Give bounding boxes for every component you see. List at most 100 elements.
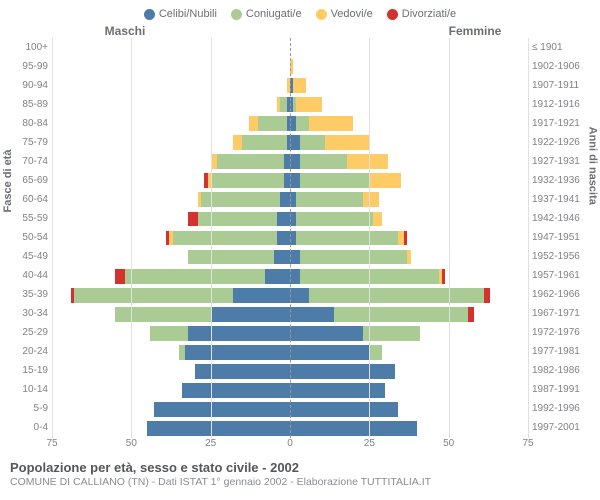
seg-coniugati [150,326,188,341]
seg-vedovi [309,116,353,131]
x-tick: 75 [522,438,533,449]
age-label: 45-49 [10,248,52,267]
female-bar [290,248,528,267]
legend-item: Vedovi/e [316,8,373,20]
seg-vedovi [363,192,379,207]
female-bar [290,381,528,400]
female-bar [290,324,528,343]
seg-celibi [290,135,300,150]
population-pyramid-chart: Celibi/Nubili Coniugati/e Vedovi/e Divorzia… [0,0,600,500]
seg-celibi [290,402,398,417]
y-axis-right-title: Anni di nascita [586,127,598,205]
x-tick: 75 [46,438,57,449]
seg-celibi [182,383,290,398]
birth-label: 1917-1921 [528,114,590,133]
birth-label: 1977-1981 [528,343,590,362]
male-bar [52,324,290,343]
age-label: 65-69 [10,171,52,190]
legend-swatch [231,9,242,20]
birth-label: 1902-1906 [528,57,590,76]
seg-celibi [274,250,290,265]
birth-label: 1912-1916 [528,95,590,114]
male-bar [52,209,290,228]
female-bar [290,305,528,324]
seg-vedovi [325,135,369,150]
age-label: 95-99 [10,57,52,76]
male-bar [52,400,290,419]
legend: Celibi/Nubili Coniugati/e Vedovi/e Divorzia… [10,8,590,20]
female-bar [290,133,528,152]
seg-coniugati [300,173,370,188]
x-tick: 25 [205,438,216,449]
male-bar [52,419,290,438]
seg-coniugati [201,192,280,207]
legend-item: Celibi/Nubili [144,8,217,20]
seg-coniugati [188,250,274,265]
header-male: Maschi [10,24,300,38]
y-axis-left-title: Fasce di età [2,150,14,213]
age-label: 15-19 [10,362,52,381]
seg-celibi [154,402,290,417]
age-label: 70-74 [10,152,52,171]
seg-celibi [290,383,385,398]
male-bar [52,57,290,76]
seg-coniugati [258,116,287,131]
seg-celibi [280,192,290,207]
seg-divorziati [188,212,198,227]
age-label: 10-14 [10,381,52,400]
female-bar [290,152,528,171]
birth-label: 1967-1971 [528,305,590,324]
birth-label: 1972-1976 [528,324,590,343]
seg-celibi [290,173,300,188]
x-tick: 0 [287,438,293,449]
female-bar [290,38,528,57]
seg-coniugati [300,135,325,150]
plot-area: Fasce di età Anni di nascita 100+95-9990… [10,38,590,438]
male-bar [52,133,290,152]
birth-label: 1907-1911 [528,76,590,95]
legend-label: Divorziati/e [402,8,456,20]
female-bar [290,171,528,190]
seg-coniugati [173,231,278,246]
female-bar [290,114,528,133]
birth-label: 1942-1946 [528,209,590,228]
male-bar [52,286,290,305]
seg-celibi [290,250,300,265]
age-label: 80-84 [10,114,52,133]
male-bar [52,248,290,267]
x-tick: 50 [126,438,137,449]
seg-celibi [211,307,290,322]
age-label: 50-54 [10,228,52,247]
seg-celibi [265,269,290,284]
seg-coniugati [300,250,408,265]
female-bar [290,57,528,76]
seg-coniugati [296,116,309,131]
seg-celibi [290,154,300,169]
age-label: 75-79 [10,133,52,152]
seg-vedovi [296,97,321,112]
seg-divorziati [468,307,474,322]
age-label: 0-4 [10,419,52,438]
x-tick: 50 [443,438,454,449]
header-female: Femmine [300,24,590,38]
legend-label: Coniugati/e [246,8,302,20]
footer: Popolazione per età, sesso e stato civil… [10,460,590,488]
legend-swatch [144,9,155,20]
seg-coniugati [296,231,398,246]
seg-divorziati [484,288,490,303]
birth-label: 1922-1926 [528,133,590,152]
seg-coniugati [296,212,372,227]
seg-celibi [185,345,290,360]
seg-coniugati [115,307,210,322]
birth-year-labels: ≤ 19011902-19061907-19111912-19161917-19… [528,38,590,438]
female-bar [290,343,528,362]
age-label: 100+ [10,38,52,57]
birth-label: 1957-1961 [528,267,590,286]
seg-coniugati [369,345,382,360]
legend-swatch [387,9,398,20]
birth-label: 1952-1956 [528,248,590,267]
male-bar [52,267,290,286]
male-bar [52,38,290,57]
seg-coniugati [300,154,348,169]
female-bar [290,209,528,228]
